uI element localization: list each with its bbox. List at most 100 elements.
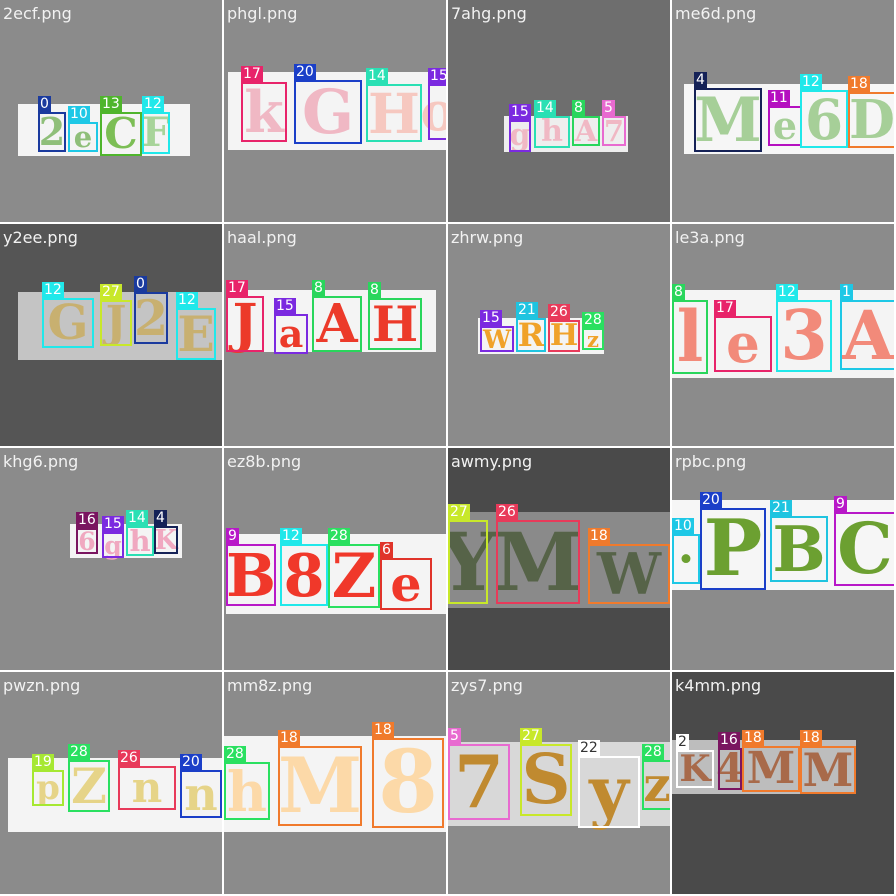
bounding-box[interactable] [676,750,714,788]
class-label-badge: 14 [366,68,388,84]
bounding-box[interactable] [602,116,626,146]
bounding-box[interactable] [142,112,170,154]
bounding-box[interactable] [280,544,328,606]
bounding-box[interactable] [294,80,362,144]
image-tile[interactable]: Y 27 M 26 W 18 awmy.png [448,448,670,670]
captcha-glyph: l [676,295,704,378]
image-tile[interactable]: h 28 M 18 8 18 mm8z.png [224,672,446,894]
bounding-box[interactable] [509,120,531,152]
tile-filename: 7ahg.png [451,4,527,23]
bounding-box[interactable] [672,534,700,584]
bounding-box[interactable] [776,300,832,372]
bounding-box[interactable] [840,300,894,370]
bounding-box[interactable] [134,292,168,344]
image-tile[interactable]: M 4 e 11 6 12 D 18 me6d.png [672,0,894,222]
class-label-badge: 17 [714,300,736,316]
image-tile[interactable]: K 2 4 16 M 18 M 18 k4mm.png [672,672,894,894]
bounding-box[interactable] [368,298,422,350]
bounding-box[interactable] [834,512,894,586]
bounding-box[interactable] [496,520,580,604]
class-label-badge: 8 [368,282,381,298]
bounding-box[interactable] [588,544,670,604]
image-tile[interactable]: · 10 P 20 B 21 C 9 rpbc.png [672,448,894,670]
captcha-glyph: p [36,768,60,808]
bounding-box[interactable] [742,746,800,792]
image-tile[interactable]: p 19 Z 28 n 26 n 20 pwzn.png [0,672,222,894]
bounding-box[interactable] [534,116,570,148]
bounding-box[interactable] [32,770,64,806]
image-tile[interactable]: G 12 J 27 2 0 E 12 y2ee.png [0,224,222,446]
bounding-box[interactable] [718,748,742,790]
bounding-box[interactable] [328,544,380,608]
image-tile[interactable]: B 9 8 12 Z 28 e 6 ez8b.png [224,448,446,670]
image-tile[interactable]: l 8 e 17 3 12 A 1 le3a.png [672,224,894,446]
bounding-box[interactable] [241,82,287,142]
bounding-box[interactable] [226,544,276,606]
class-label-badge: 28 [68,744,90,760]
bounding-box[interactable] [100,300,132,346]
bounding-box[interactable] [770,516,828,582]
bounding-box[interactable] [176,308,216,360]
bounding-box[interactable] [380,558,432,610]
class-label-badge: 13 [100,96,122,112]
bounding-box[interactable] [700,508,766,590]
captcha-glyph: A [316,292,358,355]
class-label-badge: 27 [520,728,542,744]
image-tile[interactable]: 2 0 e 10 C 13 F 12 2ecf.png [0,0,222,222]
image-tile[interactable]: 7 5 S 27 y 22 z 28 zys7.png [448,672,670,894]
bounding-box[interactable] [548,320,580,352]
bounding-box[interactable] [572,116,600,146]
captcha-glyph: H [368,80,420,146]
bounding-box[interactable] [126,526,154,556]
bounding-box[interactable] [68,760,110,812]
bounding-box[interactable] [694,88,762,152]
bounding-box[interactable] [714,316,772,372]
bounding-box[interactable] [520,744,572,816]
bounding-box[interactable] [100,112,142,156]
bounding-box[interactable] [118,766,176,810]
bounding-box[interactable] [768,106,802,146]
bounding-box[interactable] [38,112,66,152]
bounding-box[interactable] [480,326,514,352]
image-tile[interactable]: W 15 R 21 H 26 z 28 zhrw.png [448,224,670,446]
bounding-box[interactable] [848,92,894,148]
captcha-glyph: K [154,524,178,556]
bounding-box[interactable] [226,296,264,352]
bounding-box[interactable] [366,84,422,142]
bounding-box[interactable] [68,122,98,152]
captcha-glyph: M [277,741,363,830]
bounding-box[interactable] [428,84,446,140]
image-tile[interactable]: g 15 h 14 A 8 7 5 7ahg.png [448,0,670,222]
captcha-glyph: a [278,311,304,356]
image-tile[interactable]: 6 16 g 15 h 14 K 4 khg6.png [0,448,222,670]
class-label-badge: 15 [509,104,531,120]
bounding-box[interactable] [274,314,308,354]
captcha-glyph: h [129,523,151,558]
bounding-box[interactable] [800,746,856,794]
bounding-box[interactable] [672,300,708,374]
bounding-box[interactable] [154,526,178,554]
bounding-box[interactable] [224,762,270,820]
bounding-box[interactable] [372,738,444,828]
image-tile[interactable]: J 17 a 15 A 8 H 8 haal.png [224,224,446,446]
bounding-box[interactable] [312,296,362,352]
bounding-box[interactable] [278,746,362,826]
bounding-box[interactable] [800,90,848,148]
bounding-box[interactable] [102,532,124,558]
bounding-box[interactable] [578,756,640,828]
captcha-glyph: 4 [716,745,744,792]
bounding-box[interactable] [76,528,98,554]
captcha-glyph: 2 [38,109,66,154]
class-label-badge: 12 [800,74,822,90]
class-label-badge: 12 [42,282,64,298]
bounding-box[interactable] [448,520,488,604]
bounding-box[interactable] [516,318,546,352]
bounding-box[interactable] [582,328,604,350]
bounding-box[interactable] [448,744,510,820]
bounding-box[interactable] [180,770,222,818]
image-tile[interactable]: k 17 G 20 H 14 o 15 phgl.png [224,0,446,222]
captcha-glyph: A [842,295,894,375]
bounding-box[interactable] [642,760,670,810]
class-label-badge: 14 [534,100,556,116]
bounding-box[interactable] [42,298,94,348]
